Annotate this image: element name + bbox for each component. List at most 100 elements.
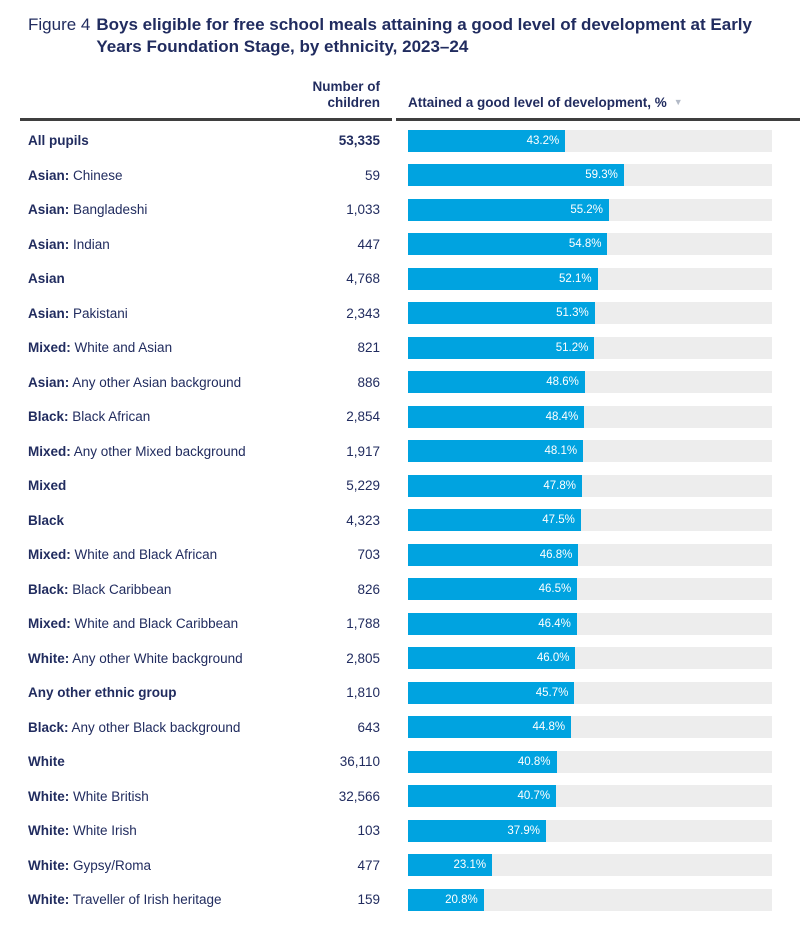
children-count: 59 [364,167,380,183]
ethnicity-label-prefix: Mixed: [28,547,71,562]
ethnicity-label-prefix: White: [28,892,70,907]
table-row: Black: Any other Black background 643 44… [20,710,800,745]
children-count: 36,110 [339,754,380,769]
bar-value-label: 48.6% [546,376,579,388]
ethnicity-label-rest: Traveller of Irish heritage [69,892,222,907]
bar-track: 55.2% [408,198,772,221]
bar-value-label: 37.9% [507,824,540,837]
ethnicity-label: Asian: Pakistani [20,306,288,321]
children-count: 2,854 [346,409,380,424]
bar-value-label: 45.7% [535,686,569,699]
children-count: 4,323 [346,512,380,528]
ethnicity-label-prefix: White: [28,857,70,873]
ethnicity-label: Mixed: Any other Mixed background [20,444,288,459]
table-row: Black: Black African 2,854 48.4% [20,399,800,434]
bar-track: 59.3% [408,164,772,186]
bar-fill: 46.8% [408,543,579,566]
ethnicity-label: White: White British [20,789,288,804]
children-count: 1,033 [346,202,380,217]
ethnicity-label-rest: Bangladeshi [69,202,148,217]
table-row: Black 4,323 47.5% [20,503,800,538]
ethnicity-label-rest: White and Black African [70,547,218,562]
ethnicity-label: Asian: Chinese [20,168,288,183]
bar-value-label: 48.4% [545,410,579,423]
ethnicity-label-rest: Any other White background [69,650,243,666]
bar-track: 48.1% [408,440,772,462]
ethnicity-label-prefix: White: [28,788,70,804]
children-count: 703 [357,547,380,562]
ethnicity-label-rest: White British [69,788,149,804]
children-count: 2,343 [346,305,380,321]
ethnicity-label: Black [20,513,288,528]
children-header-line2: children [327,95,380,111]
ethnicity-label: Any other ethnic group [20,685,288,700]
bar-fill: 47.8% [408,474,582,497]
table-header-row: Number of children Attained a good level… [20,79,800,111]
ethnicity-label: White: Traveller of Irish heritage [20,892,288,907]
attained-column-header: Attained a good level of development, % … [408,95,772,111]
table-row: Mixed: White and Black African 703 46.8% [20,537,800,572]
children-count: 53,335 [338,133,380,148]
ethnicity-label: Mixed: White and Black African [20,547,288,562]
bar-value-label: 20.8% [445,893,478,906]
ethnicity-label: White: Any other White background [20,651,288,666]
ethnicity-label-prefix: All pupils [28,133,89,148]
bar-fill: 51.3% [408,302,595,324]
bar-value-label: 48.1% [544,445,578,457]
ethnicity-label-rest: Black African [68,409,151,424]
table-row: White: White Irish 103 37.9% [20,813,800,848]
ethnicity-label-prefix: Black: [28,581,69,597]
bar-value-label: 47.5% [542,514,575,526]
table-row: Asian: Any other Asian background 886 48… [20,365,800,400]
bar-value-label: 46.4% [538,617,571,630]
bar-track: 54.8% [408,233,772,255]
bar-track: 43.2% [408,129,772,152]
bar-fill: 51.2% [408,336,595,359]
table-row: Mixed: White and Black Caribbean 1,788 4… [20,606,800,641]
ethnicity-label-prefix: White: [28,650,70,666]
bar-track: 51.2% [408,336,772,359]
ethnicity-label-rest: Any other Asian background [69,374,242,390]
ethnicity-label-prefix: Asian: [28,236,70,252]
bar-fill: 46.4% [408,612,577,635]
bar-fill: 40.8% [408,750,557,773]
ethnicity-label-rest: Gypsy/Roma [69,857,152,873]
ethnicity-label: Asian: Bangladeshi [20,202,288,217]
sort-descending-icon[interactable]: ▼ [673,96,683,107]
table-row: Asian: Pakistani 2,343 51.3% [20,296,800,331]
bar-fill: 45.7% [408,681,575,704]
bar-track: 52.1% [408,267,772,290]
bar-track: 20.8% [408,888,772,911]
bar-track: 40.7% [408,785,772,807]
figure-title-block: Figure 4 Boys eligible for free school m… [28,14,801,59]
bar-value-label: 54.8% [568,238,602,250]
ethnicity-label: Black: Any other Black background [20,720,288,735]
ethnicity-label-prefix: White: [28,823,70,838]
bar-value-label: 59.3% [585,169,618,181]
children-count: 103 [357,823,380,838]
ethnicity-label: All pupils [20,133,288,148]
ethnicity-label-prefix: Asian [28,271,65,286]
children-count: 1,788 [346,616,380,631]
bar-fill: 46.0% [408,647,576,669]
bar-fill: 46.5% [408,578,578,600]
ethnicity-label-prefix: White [28,754,65,769]
bar-track: 46.0% [408,647,772,669]
ethnicity-label-rest: Chinese [69,167,123,183]
bar-track: 47.8% [408,474,772,497]
bar-value-label: 40.7% [517,790,551,802]
bar-value-label: 23.1% [453,859,487,871]
ethnicity-label-rest: Any other Black background [68,719,241,735]
ethnicity-label: Asian: Any other Asian background [20,375,288,390]
bar-fill: 20.8% [408,888,484,911]
bar-fill: 59.3% [408,164,624,186]
bar-track: 45.7% [408,681,772,704]
bar-fill: 47.5% [408,509,581,531]
ethnicity-label-rest: Any other Mixed background [70,443,246,459]
ethnicity-label-rest: Pakistani [69,305,128,321]
ethnicity-label-rest: White and Black Caribbean [70,616,239,631]
bar-track: 37.9% [408,819,772,842]
ethnicity-label: Mixed: White and Asian [20,340,288,355]
bar-value-label: 51.3% [556,307,589,319]
table-row: White: White British 32,566 40.7% [20,779,800,814]
